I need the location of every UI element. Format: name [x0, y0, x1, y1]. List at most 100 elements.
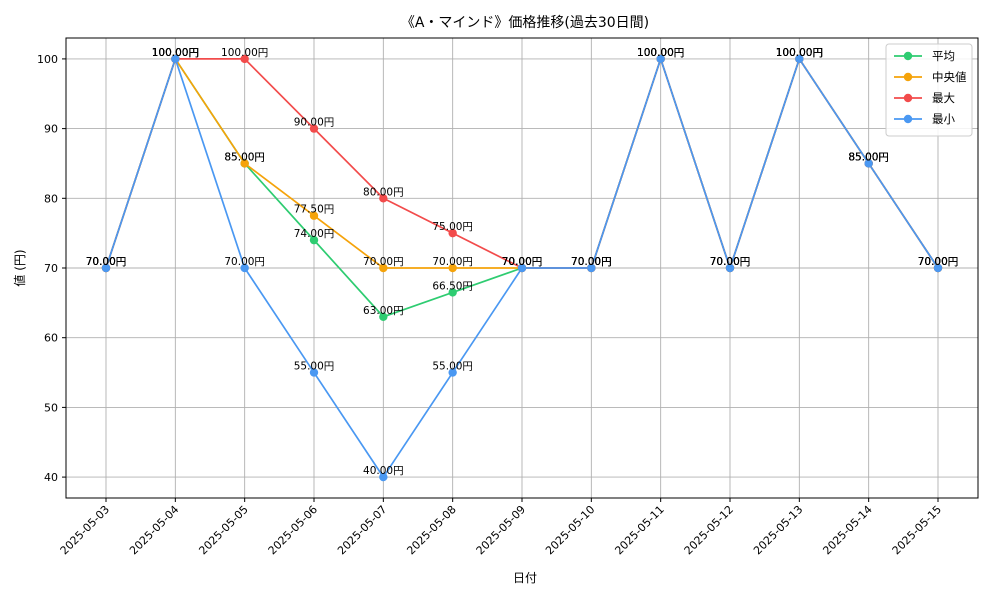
data-label: 100.00円: [637, 47, 684, 59]
data-label: 75.00円: [432, 221, 473, 233]
data-label: 85.00円: [848, 151, 889, 163]
data-point: [379, 472, 388, 482]
data-label: 70.00円: [918, 256, 959, 268]
data-point: [309, 368, 319, 377]
data-label: 70.00円: [432, 256, 473, 268]
data-point: [448, 288, 457, 297]
x-tick-label: 2025-05-15: [890, 503, 944, 557]
x-tick-label: 2025-05-09: [474, 503, 528, 557]
legend-label: 中央値: [932, 70, 967, 84]
chart-title: 《A・マインド》価格推移(過去30日間): [401, 15, 649, 31]
data-point: [379, 312, 388, 321]
data-label: 70.00円: [502, 256, 543, 268]
data-point: [656, 54, 665, 64]
y-tick-label: 50: [44, 401, 58, 414]
legend-swatch-marker: [903, 114, 913, 124]
data-labels: 70.00円 100.00円 85.00円 74.00円 63.00円 66.50円 70.…: [86, 47, 959, 477]
data-label: 70.00円: [710, 256, 751, 268]
data-label: 77.50円: [294, 204, 335, 216]
x-tick-label: 2025-05-10: [543, 503, 597, 557]
data-point: [309, 235, 319, 245]
data-label: 85.00円: [224, 151, 265, 163]
data-label: 70.00円: [86, 256, 127, 268]
data-label: 55.00円: [432, 361, 473, 373]
data-label: 70.00円: [571, 256, 612, 268]
data-point: [240, 54, 249, 64]
data-label: 70.00円: [86, 256, 127, 268]
data-label: 85.00円: [848, 151, 889, 163]
data-point: [101, 263, 111, 273]
data-point: [448, 368, 457, 377]
y-axis-ticks: 40 50 60 70 80 90 100: [37, 53, 66, 484]
y-tick-label: 100: [37, 53, 58, 66]
data-point: [725, 263, 735, 273]
x-tick-label: 2025-05-14: [820, 503, 874, 557]
data-point: [933, 263, 943, 273]
y-tick-label: 80: [44, 192, 58, 205]
data-label: 85.00円: [224, 151, 265, 163]
data-label: 40.00円: [363, 465, 404, 477]
data-point: [864, 159, 873, 168]
data-label: 70.00円: [918, 256, 959, 268]
x-tick-label: 2025-05-04: [127, 503, 181, 557]
data-label: 100.00円: [637, 47, 684, 59]
data-label: 90.00円: [294, 117, 335, 129]
y-tick-label: 40: [44, 471, 58, 484]
legend-label: 最大: [932, 91, 955, 105]
y-tick-label: 60: [44, 332, 58, 345]
legend-label: 最小: [932, 112, 955, 126]
x-tick-label: 2025-05-06: [266, 503, 320, 557]
data-label: 70.00円: [502, 256, 543, 268]
data-label: 70.00円: [502, 256, 543, 268]
x-tick-label: 2025-05-05: [196, 503, 250, 557]
x-axis-ticks: 2025-05-03 2025-05-04 2025-05-05 2025-05-06…: [58, 498, 944, 557]
x-tick-label: 2025-05-08: [404, 503, 458, 557]
data-label: 70.00円: [710, 256, 751, 268]
data-point: [240, 263, 249, 273]
data-label: 100.00円: [637, 47, 684, 59]
y-tick-label: 90: [44, 123, 58, 136]
data-label: 100.00円: [152, 47, 199, 59]
data-label: 100.00円: [776, 47, 823, 59]
data-label: 100.00円: [776, 47, 823, 59]
legend-label: 平均: [932, 49, 955, 63]
data-label: 55.00円: [294, 361, 335, 373]
y-axis-label: 値 (円): [12, 249, 27, 286]
data-label: 100.00円: [776, 47, 823, 59]
data-point: [795, 54, 804, 64]
data-point: [448, 263, 457, 273]
data-label: 100.00円: [776, 47, 823, 59]
data-label: 70.00円: [86, 256, 127, 268]
data-point: [517, 263, 527, 273]
x-tick-label: 2025-05-11: [612, 503, 666, 557]
x-tick-label: 2025-05-07: [335, 503, 389, 557]
data-label: 100.00円: [152, 47, 199, 59]
x-tick-label: 2025-05-13: [751, 503, 805, 557]
data-label: 70.00円: [502, 256, 543, 268]
series-points: [101, 54, 943, 482]
legend-swatch-marker: [903, 72, 913, 82]
data-label: 63.00円: [363, 305, 404, 317]
data-point: [379, 194, 388, 203]
data-point: [309, 211, 319, 220]
data-label: 70.00円: [710, 256, 751, 268]
data-label: 70.00円: [86, 256, 127, 268]
data-label: 100.00円: [152, 47, 199, 59]
data-label: 70.00円: [918, 256, 959, 268]
data-label: 70.00円: [224, 256, 265, 268]
data-label: 66.50円: [432, 280, 473, 292]
data-point: [171, 54, 180, 64]
legend-swatch-marker: [903, 93, 913, 103]
data-point: [379, 263, 388, 273]
data-label: 70.00円: [571, 256, 612, 268]
data-point: [587, 263, 596, 273]
data-label: 100.00円: [152, 47, 199, 59]
data-label: 100.00円: [637, 47, 684, 59]
data-label: 70.00円: [918, 256, 959, 268]
data-label: 85.00円: [848, 151, 889, 163]
data-label: 70.00円: [710, 256, 751, 268]
legend-box: [885, 43, 973, 137]
data-label: 74.00円: [294, 228, 335, 240]
